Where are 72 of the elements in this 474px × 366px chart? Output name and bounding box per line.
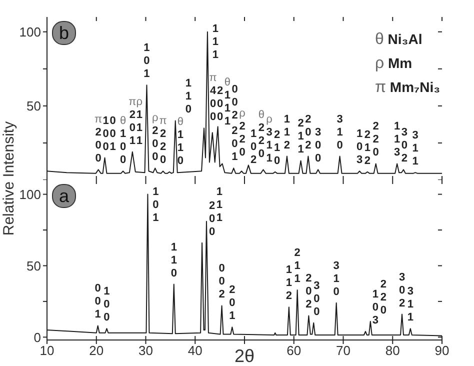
annotation: 113	[394, 120, 400, 159]
annotation: 112	[286, 264, 292, 302]
annotation: 202	[305, 113, 312, 152]
annotation: 100	[104, 286, 110, 324]
annotation: 102	[250, 128, 257, 166]
annotation: 212	[364, 128, 371, 167]
annotation: π200	[94, 114, 103, 165]
annotation: 001	[94, 282, 101, 321]
x-tick-label: 10	[40, 343, 54, 358]
annotation: 103	[356, 128, 363, 166]
y-axis-title: Relative Intensity	[0, 120, 18, 238]
annotation: 200	[208, 200, 216, 238]
annotation: 101	[144, 42, 150, 80]
y-tick-label: 100	[19, 24, 41, 40]
annotation: 300	[315, 126, 322, 165]
annotation: 002	[218, 262, 225, 301]
annotation: θ110	[177, 116, 184, 167]
annotation: 110	[185, 78, 192, 116]
annotation: π Mm₇Ni₃	[375, 79, 440, 97]
x-tick-label: 80	[385, 343, 400, 358]
annotation: 001	[110, 114, 116, 153]
annotation: 103	[372, 288, 379, 326]
annotation: ρ111	[136, 96, 143, 147]
annotation: 201	[232, 125, 238, 164]
x-axis-title: 2θ	[234, 346, 255, 366]
annotation: ρ Mm	[375, 55, 412, 73]
annotation: 200	[216, 85, 224, 124]
annotation: b	[58, 22, 69, 44]
annotation: a	[58, 185, 69, 207]
y-tick-label: 50	[26, 258, 41, 274]
annotation: 211	[298, 118, 304, 156]
annotation: 311	[407, 286, 414, 324]
x-tick-label: 20	[89, 343, 104, 358]
annotation: 302	[401, 126, 408, 165]
annotation: 310	[333, 260, 340, 298]
annotation: 002	[232, 84, 238, 122]
annotation: 211	[294, 247, 300, 285]
circle-badge: b	[52, 21, 76, 45]
annotation: θ Ni₃Al	[375, 31, 422, 49]
annotation: 311	[412, 130, 418, 168]
annotation: θ220	[258, 109, 265, 160]
annotation: θ111	[224, 76, 230, 128]
annotation: 112	[284, 113, 290, 152]
annotation: ρ311	[266, 114, 272, 165]
x-tick-label: 90	[434, 343, 450, 358]
annotation: 220	[372, 120, 379, 159]
annotation: 111	[212, 23, 219, 61]
y-tick-label: 100	[19, 186, 41, 202]
y-tick-label: 0	[34, 330, 41, 345]
x-tick-label: 60	[286, 343, 302, 358]
annotation: 101	[152, 186, 159, 224]
annotation: 210	[274, 128, 280, 167]
annotation: 110	[170, 241, 177, 280]
x-tick-label: 40	[188, 343, 202, 358]
circle-badge: a	[52, 184, 76, 208]
y-tick-label: 50	[26, 98, 41, 114]
annotation: 201	[229, 284, 236, 322]
x-tick-label: 30	[138, 343, 153, 358]
annotation: π400	[209, 72, 218, 124]
annotation: π201	[128, 96, 137, 147]
annotation: 220	[380, 278, 386, 316]
annotation: 310	[336, 113, 343, 152]
annotation: 300	[314, 280, 320, 318]
annotation: ρ200	[152, 112, 158, 164]
annotation: 100	[102, 114, 109, 153]
annotation: 111	[216, 186, 223, 224]
x-tick-label: 70	[336, 343, 350, 358]
annotation: θ100	[120, 115, 126, 166]
annotation: ρ220	[239, 108, 246, 159]
annotation: π220	[159, 115, 168, 166]
annotation: 202	[306, 272, 312, 311]
annotation: 302	[398, 271, 406, 310]
